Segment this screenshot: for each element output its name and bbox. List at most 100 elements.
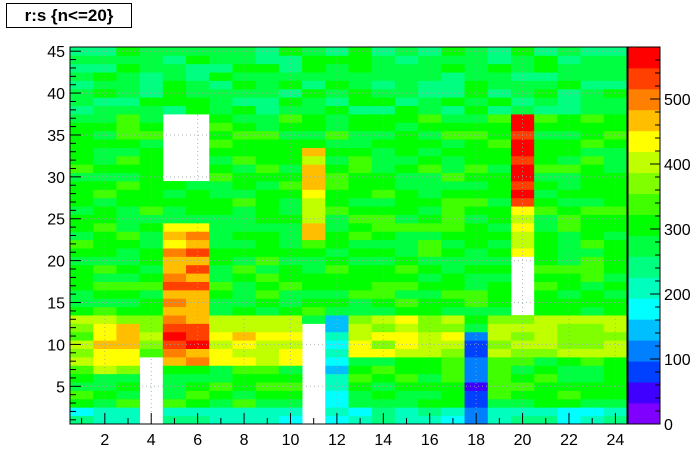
heatmap-cell <box>418 382 442 391</box>
heatmap-cell <box>93 348 117 358</box>
heatmap-cell <box>371 214 396 224</box>
heatmap-cell <box>580 181 605 190</box>
heatmap-cell <box>116 365 141 375</box>
heatmap-cell <box>464 214 489 224</box>
heatmap-cell <box>580 97 605 107</box>
heatmap-cell <box>534 382 558 391</box>
heatmap-cell <box>93 114 117 123</box>
heatmap-cell <box>603 248 628 257</box>
heatmap-cell <box>441 231 465 241</box>
heatmap-cell <box>255 72 280 81</box>
heatmap-cell <box>139 155 164 165</box>
heatmap-cell <box>534 222 558 232</box>
heatmap-cell <box>348 72 373 81</box>
heatmap-cell <box>209 298 233 308</box>
heatmap-cell <box>603 164 628 174</box>
heatmap-cell <box>348 88 373 98</box>
heatmap-cell <box>580 114 605 123</box>
heatmap-cell <box>418 114 442 123</box>
heatmap-cell <box>464 281 489 291</box>
heatmap-cell <box>209 248 233 257</box>
heatmap-cell <box>255 47 280 56</box>
heatmap-cell <box>186 72 210 81</box>
color-bar-segment <box>628 130 660 153</box>
heatmap-cell <box>278 356 303 366</box>
heatmap-cell <box>325 97 349 107</box>
heatmap-cell <box>464 340 489 349</box>
heatmap-cell <box>464 197 489 207</box>
heatmap-cell <box>557 105 581 115</box>
heatmap-cell <box>255 256 280 266</box>
heatmap-cell <box>139 105 164 115</box>
heatmap-cell <box>162 105 187 115</box>
heatmap-cell <box>302 164 326 174</box>
heatmap-cell <box>232 256 257 266</box>
heatmap-cell <box>510 331 535 341</box>
heatmap-cell <box>418 189 442 199</box>
heatmap-cell <box>464 80 489 90</box>
heatmap-cell <box>70 88 94 98</box>
heatmap-cell <box>348 214 373 224</box>
heatmap-cell <box>325 164 349 174</box>
heatmap-cell <box>255 273 280 282</box>
heatmap-cell <box>70 340 94 349</box>
heatmap-cell <box>325 331 349 341</box>
heatmap-cell <box>487 256 512 266</box>
heatmap-cell <box>162 398 187 408</box>
heatmap-cell <box>255 222 280 232</box>
heatmap-cell <box>557 273 581 282</box>
heatmap-cell <box>162 239 187 249</box>
heatmap-cell <box>603 382 628 391</box>
heatmap-cell <box>603 365 628 375</box>
heatmap-cell <box>557 289 581 299</box>
heatmap-cell <box>487 72 512 81</box>
heatmap-cell <box>510 114 535 123</box>
heatmap-cell <box>209 55 233 65</box>
heatmap-cell <box>603 348 628 358</box>
heatmap-cell <box>534 181 558 190</box>
heatmap-cell <box>580 248 605 257</box>
heatmap-cell <box>603 80 628 90</box>
heatmap-cell <box>116 382 141 391</box>
heatmap-cell <box>232 80 257 90</box>
heatmap-cell <box>510 72 535 81</box>
heatmap-cell <box>93 97 117 107</box>
heatmap-cell <box>186 256 210 266</box>
heatmap-cell <box>580 382 605 391</box>
color-bar-segment <box>628 235 660 257</box>
heatmap-cell <box>534 323 558 333</box>
heatmap-cell <box>580 306 605 316</box>
heatmap-cell <box>348 348 373 358</box>
heatmap-cell <box>70 155 94 165</box>
heatmap-cell <box>255 356 280 366</box>
heatmap-cell <box>580 340 605 349</box>
heatmap-cell <box>302 248 326 257</box>
heatmap-cell <box>464 331 489 341</box>
heatmap-cell <box>162 72 187 81</box>
heatmap-cell <box>116 390 141 400</box>
heatmap-cell <box>278 189 303 199</box>
heatmap-cell <box>464 373 489 383</box>
heatmap-cell <box>255 231 280 241</box>
heatmap-cell <box>139 256 164 266</box>
heatmap-cell <box>580 398 605 408</box>
heatmap-cell <box>418 239 442 249</box>
heatmap-cell <box>557 239 581 249</box>
color-bar-label: 200 <box>664 287 691 304</box>
heatmap-cell <box>348 331 373 341</box>
heatmap-cell <box>255 331 280 341</box>
heatmap-cell <box>580 155 605 165</box>
heatmap-cell <box>534 172 558 182</box>
x-tick-label: 14 <box>374 432 392 449</box>
heatmap-cell <box>70 80 94 90</box>
heatmap-cell <box>139 181 164 190</box>
heatmap-cell <box>139 88 164 98</box>
heatmap-cell <box>116 181 141 190</box>
heatmap-cell <box>441 197 465 207</box>
heatmap-cell <box>464 256 489 266</box>
heatmap-cell <box>255 181 280 190</box>
heatmap-cell <box>464 164 489 174</box>
heatmap-cell <box>116 122 141 132</box>
heatmap-cell <box>441 189 465 199</box>
heatmap-cell <box>162 356 187 366</box>
